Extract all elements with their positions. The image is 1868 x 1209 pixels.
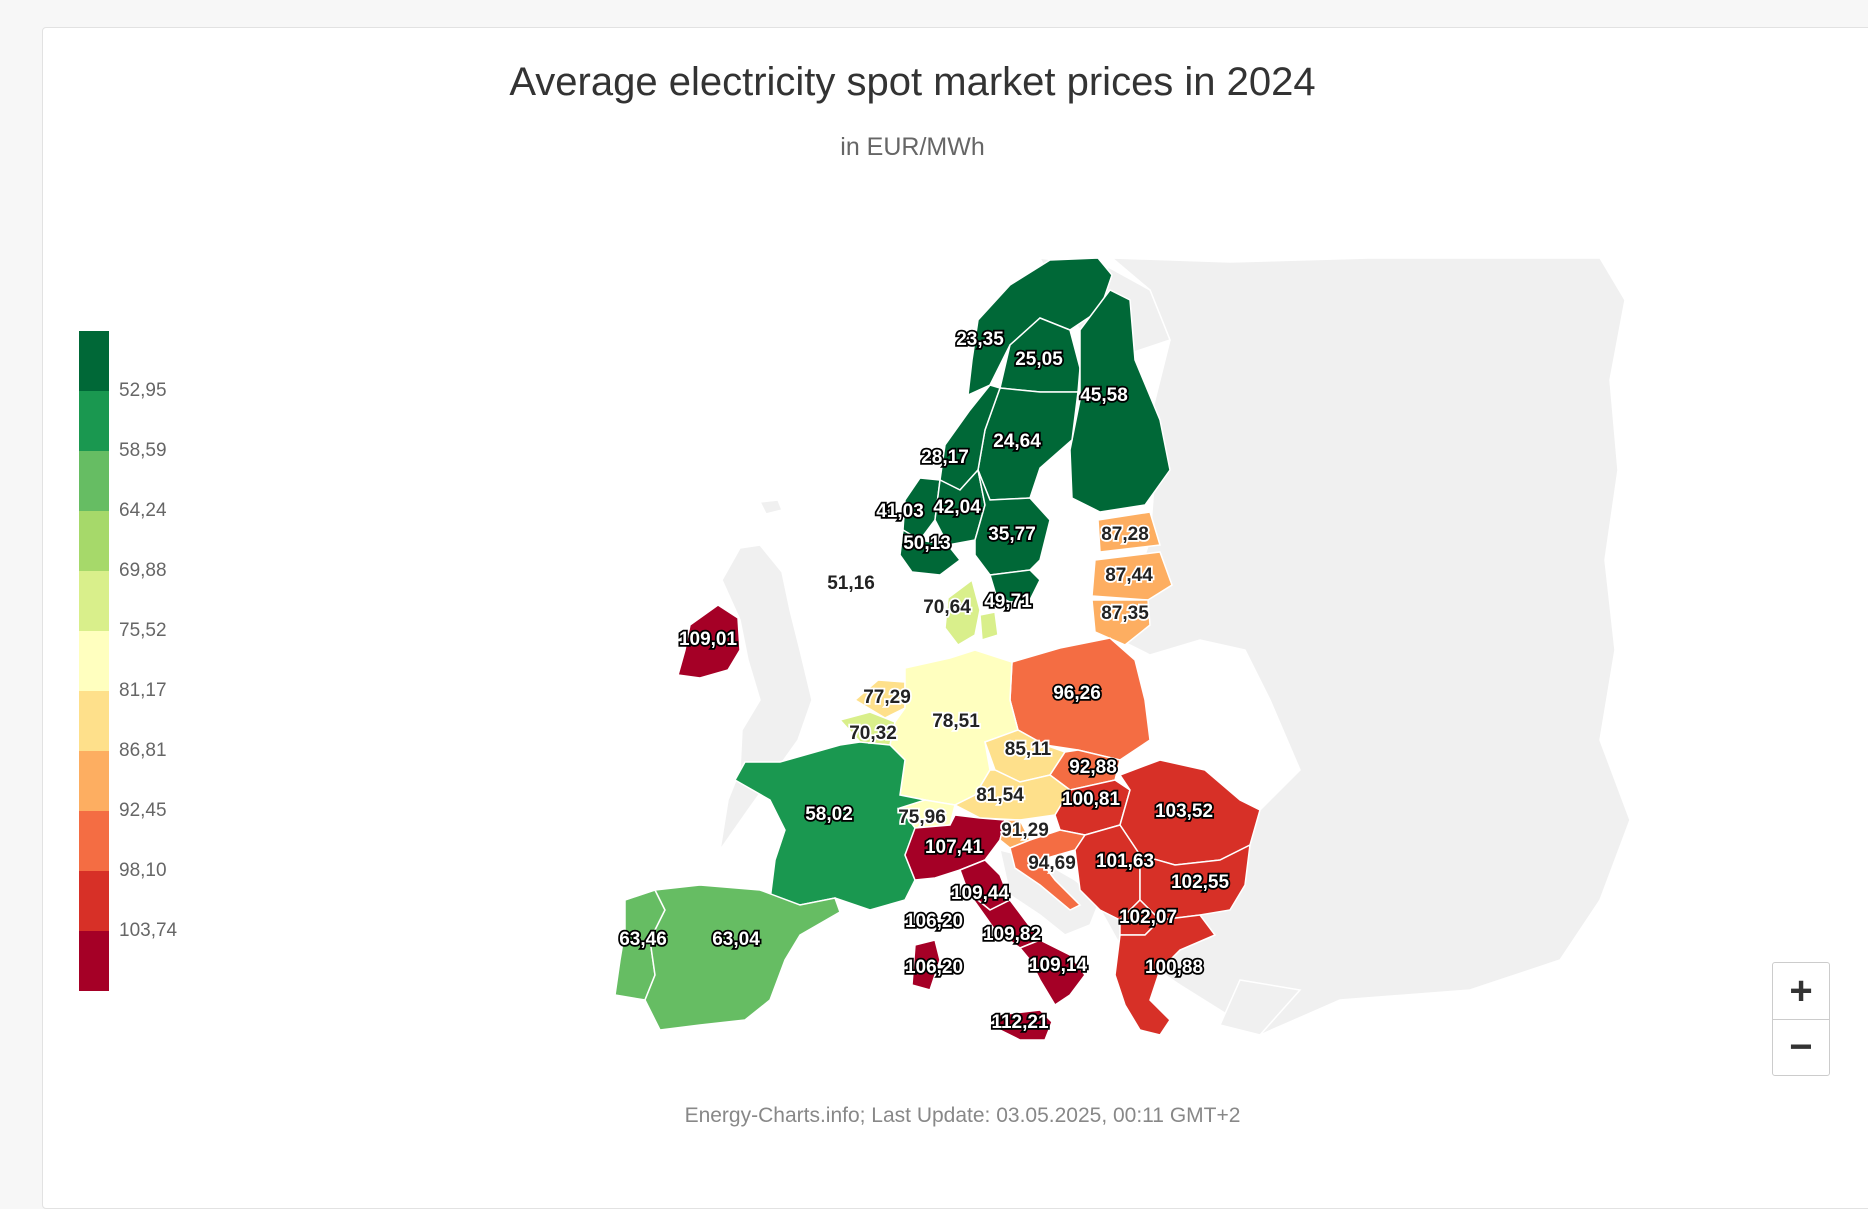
zone-it-sar	[911, 939, 941, 991]
price-label-hr: 94,69	[1028, 853, 1076, 874]
price-label-no1: 42,04	[933, 497, 981, 518]
price-label-no3: 28,17	[921, 447, 969, 468]
price-label-ie: 109,01	[679, 629, 738, 650]
zone-it-s	[1018, 939, 1086, 1007]
price-label-hu: 100,81	[1062, 789, 1121, 810]
legend-swatch	[79, 511, 109, 571]
price-label-es: 63,04	[712, 929, 760, 950]
legend-swatch	[79, 571, 109, 631]
price-label-si: 91,29	[1001, 820, 1049, 841]
price-label-ro: 103,52	[1155, 801, 1213, 822]
zone-no2	[899, 528, 962, 576]
market-zones	[614, 257, 1261, 1041]
zone-it-sic	[997, 1009, 1053, 1041]
price-label-it-s: 109,14	[1029, 955, 1088, 976]
price-label-sk: 92,88	[1069, 757, 1117, 778]
price-label-pl: 96,26	[1053, 683, 1101, 704]
price-label-bg: 102,55	[1171, 872, 1230, 893]
zone-it-n	[904, 814, 1006, 881]
legend-label: 58,59	[119, 440, 167, 461]
zone-dk2	[979, 611, 999, 641]
legend-swatch	[79, 331, 109, 391]
price-label-ch: 75,96	[898, 807, 946, 828]
price-label-pt: 63,46	[619, 929, 667, 950]
zone-hr	[1009, 829, 1087, 911]
chart-subtitle: in EUR/MWh	[840, 133, 985, 161]
price-label-fi: 45,58	[1080, 385, 1128, 406]
price-label-gr: 100,88	[1145, 957, 1203, 978]
legend-label: 69,88	[119, 560, 167, 581]
legend-swatch	[79, 691, 109, 751]
zone-it-cs	[967, 891, 1042, 949]
price-label-it-cn: 109,44	[951, 883, 1010, 904]
price-label-it-n: 107,41	[925, 837, 984, 858]
price-label-de: 78,51	[932, 711, 980, 732]
legend-swatch	[79, 931, 109, 991]
legend-label: 64,24	[119, 500, 167, 521]
price-label-ee: 87,28	[1101, 524, 1149, 545]
price-label-dk1: 70,64	[923, 597, 971, 618]
price-label-se3: 35,77	[988, 524, 1036, 545]
credits[interactable]: Energy-Charts.info; Last Update: 03.05.2…	[684, 1104, 1241, 1127]
price-label-it-cs: 109,82	[983, 924, 1041, 945]
price-label-it-sic: 112,21	[991, 1012, 1048, 1033]
price-label-it-sar: 106,20	[905, 911, 963, 932]
zoom-out-button[interactable]: −	[1789, 1024, 1813, 1069]
zone-ch	[898, 799, 956, 829]
color-legend: 52,95 58,59 64,24 69,88 75,52 81,17 86,81 92,45…	[79, 331, 219, 991]
legend-label: 52,95	[119, 380, 167, 401]
price-label-no4: 23,35	[956, 329, 1004, 350]
zone-ee	[1097, 511, 1161, 553]
zone-fi	[1069, 289, 1171, 513]
price-label-rs: 101,63	[1096, 851, 1154, 872]
zoom-in-button[interactable]: +	[1773, 963, 1829, 1020]
price-label-it-sar2: 106,20	[905, 957, 963, 978]
chart-title: Average electricity spot market prices i…	[509, 60, 1316, 104]
legend-swatch	[79, 871, 109, 931]
legend-swatch	[79, 451, 109, 511]
zone-dk1	[944, 578, 981, 646]
price-label-at: 81,54	[976, 785, 1024, 806]
legend-swatch	[79, 631, 109, 691]
legend-label: 81,17	[119, 680, 167, 701]
zone-se4	[989, 569, 1041, 603]
price-label-fr: 58,02	[805, 804, 853, 825]
price-label-se4: 49,71	[984, 591, 1032, 612]
price-label-nl: 77,29	[863, 687, 911, 708]
price-label-lt: 87,35	[1101, 603, 1149, 624]
zone-gr	[1114, 914, 1217, 1036]
zone-es	[644, 884, 841, 1031]
price-label-no5: 41,03	[876, 501, 924, 522]
europe-map[interactable]: 23,35 25,05 45,58 24,64 28,17 41,03 42,04 50,13…	[0, 0, 1868, 1184]
price-labels: 23,35 25,05 45,58 24,64 28,17 41,03 42,04 50,13…	[617, 327, 1231, 1035]
price-label-no2: 50,13	[903, 533, 951, 554]
legend-label: 98,10	[119, 860, 167, 881]
price-label-se2: 24,64	[993, 431, 1041, 452]
legend-swatch	[79, 811, 109, 871]
zone-fr	[733, 741, 926, 911]
price-label-gb: 51,16	[827, 573, 875, 594]
legend-label: 103,74	[119, 920, 178, 941]
zoom-controls: + −	[1772, 962, 1830, 1076]
land-turkey	[1218, 979, 1302, 1036]
price-label-lv: 87,44	[1105, 565, 1153, 586]
price-label-be: 70,32	[849, 723, 897, 744]
land-iceland	[758, 499, 784, 515]
price-label-mk: 102,07	[1119, 907, 1177, 928]
price-label-se1: 25,05	[1015, 349, 1063, 370]
price-label-cz: 85,11	[1005, 739, 1052, 760]
legend-label: 92,45	[119, 800, 167, 821]
legend-swatch	[79, 391, 109, 451]
legend-swatch	[79, 751, 109, 811]
zone-ie	[677, 604, 741, 679]
zone-lv	[1091, 551, 1173, 601]
legend-label: 75,52	[119, 620, 167, 641]
legend-label: 86,81	[119, 740, 167, 761]
zone-lt	[1091, 599, 1151, 646]
